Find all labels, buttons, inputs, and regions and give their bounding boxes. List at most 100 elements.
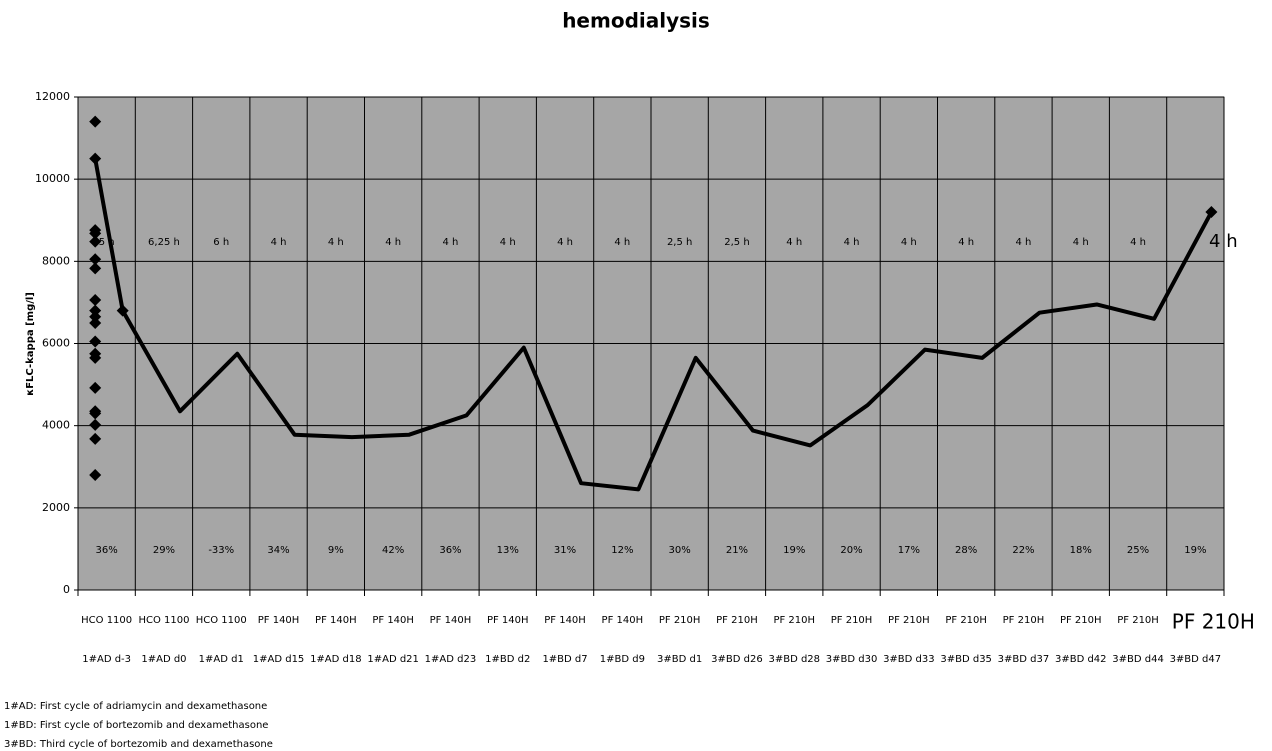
data-point [116,304,129,317]
data-point [89,152,102,165]
y-axis-label: κFLC-kappa [mg/l] [25,292,36,396]
dialyzer-label: PF 210H [1003,615,1045,626]
reduction-label: 9% [328,545,344,556]
y-tick-label: 12000 [35,90,70,103]
reduction-label: 29% [153,545,175,556]
dialyzer-label: PF 140H [544,615,586,626]
data-point [89,293,102,306]
x-tick-label: 1#BD d7 [542,654,587,665]
x-tick-label: 3#BD d47 [1170,654,1222,665]
x-tick-label: 1#AD d21 [367,654,419,665]
x-tick-label: 3#BD d26 [711,654,763,665]
x-tick-label: 3#BD d35 [940,654,992,665]
data-point [89,262,102,275]
duration-label: 4 h [1209,231,1238,252]
dialyzer-label: PF 210H [1060,615,1102,626]
y-tick-label: 6000 [42,337,70,350]
reduction-label: 25% [1127,545,1149,556]
data-point [89,310,102,323]
duration-label: 4 h [500,237,516,248]
y-tick-label: 10000 [35,172,70,185]
data-point [89,304,102,317]
x-tick-label: 1#AD d15 [253,654,305,665]
duration-label: 4 h [328,237,344,248]
reduction-label: 12% [611,545,633,556]
data-point [89,381,102,394]
reduction-label: 22% [1012,545,1034,556]
x-tick-label: 3#BD d1 [657,654,702,665]
x-tick-label: 3#BD d30 [826,654,878,665]
duration-label: 4 h [614,237,630,248]
chart-title: hemodialysis [562,9,710,33]
y-tick-label: 4000 [42,419,70,432]
x-tick-label: 3#BD d37 [998,654,1050,665]
data-point [89,407,102,420]
reduction-label: 31% [554,545,576,556]
data-point [89,235,102,248]
duration-label: 4 h [786,237,802,248]
data-point [89,253,102,266]
x-tick-label: 3#BD d28 [768,654,820,665]
duration-label: 6 h [213,237,229,248]
duration-label: 4 h [1130,237,1146,248]
x-tick-label: 3#BD d33 [883,654,935,665]
duration-label: 5 h [99,237,115,248]
note: 3#BD: Third cycle of bortezomib and dexa… [4,739,273,750]
x-tick-label: 3#BD d44 [1112,654,1164,665]
data-point [89,316,102,329]
x-tick-label: 1#AD d1 [199,654,244,665]
dialyzer-label: PF 210H [831,615,873,626]
duration-label: 2,5 h [667,237,692,248]
duration-label: 4 h [557,237,573,248]
dialyzer-label: HCO 1100 [196,615,247,626]
duration-label: 4 h [1016,237,1032,248]
reduction-label: 20% [840,545,862,556]
data-point [89,351,102,364]
duration-label: 4 h [958,237,974,248]
reduction-label: -33% [208,545,234,556]
reduction-label: 19% [1184,545,1206,556]
duration-label: 4 h [1073,237,1089,248]
reduction-label: 28% [955,545,977,556]
dialyzer-label: PF 210H [1172,610,1255,634]
dialyzer-label: PF 210H [659,615,701,626]
reduction-label: 18% [1070,545,1092,556]
duration-label: 4 h [385,237,401,248]
dialyzer-label: PF 210H [945,615,987,626]
dialyzer-label: PF 140H [602,615,644,626]
dialyzer-label: PF 140H [487,615,529,626]
dialyzer-label: HCO 1100 [138,615,189,626]
data-point [89,432,102,445]
data-line [93,158,1214,492]
duration-label: 4 h [901,237,917,248]
y-tick-label: 8000 [42,254,70,267]
duration-label: 2,5 h [724,237,749,248]
x-tick-label: 1#AD d23 [425,654,477,665]
x-tick-label: 1#BD d2 [485,654,530,665]
data-point [89,115,102,128]
x-tick-label: 1#AD d18 [310,654,362,665]
note: 1#AD: First cycle of adriamycin and dexa… [4,701,267,712]
reduction-label: 13% [497,545,519,556]
duration-label: 4 h [443,237,459,248]
dialyzer-label: PF 140H [430,615,472,626]
duration-label: 4 h [844,237,860,248]
reduction-label: 17% [898,545,920,556]
dialyzer-label: PF 210H [1117,615,1159,626]
data-point [89,335,102,348]
reduction-label: 42% [382,545,404,556]
dialyzer-label: PF 140H [372,615,414,626]
duration-label: 4 h [271,237,287,248]
x-tick-label: 1#AD d0 [141,654,186,665]
data-point [89,224,102,237]
note: 1#BD: First cycle of bortezomib and dexa… [4,720,268,731]
reduction-label: 19% [783,545,805,556]
dialyzer-label: PF 140H [315,615,357,626]
dialyzer-label: PF 140H [258,615,300,626]
dialyzer-label: PF 210H [716,615,758,626]
dialyzer-label: PF 210H [888,615,930,626]
duration-label: 6,25 h [148,237,180,248]
data-point [1205,206,1218,219]
reduction-label: 30% [669,545,691,556]
